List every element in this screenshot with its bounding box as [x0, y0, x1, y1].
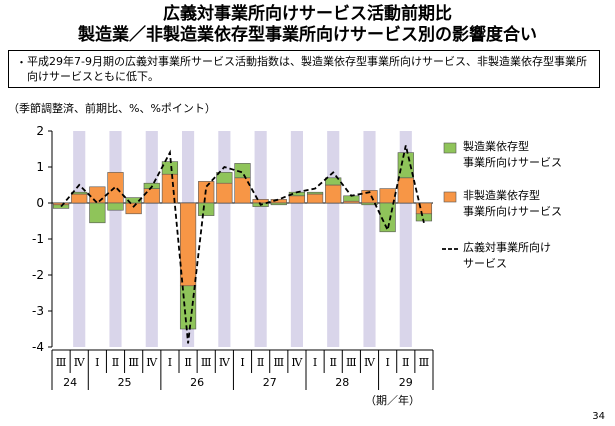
year-label: 24: [63, 376, 77, 389]
bar-non-manufacturing: [216, 182, 233, 204]
year-label: 28: [335, 376, 349, 389]
bar-manufacturing: [198, 202, 215, 216]
bar-manufacturing: [270, 202, 287, 206]
year-label: 25: [118, 376, 132, 389]
bar-non-manufacturing: [306, 193, 324, 204]
shade-band: [218, 131, 231, 347]
quarter-label: Ⅱ: [257, 356, 264, 369]
bar-non-manufacturing: [179, 202, 197, 287]
quarter-label: Ⅲ: [128, 356, 139, 369]
quarter-label: Ⅳ: [74, 356, 86, 369]
bar-manufacturing: [179, 285, 197, 330]
shade-band: [363, 131, 376, 347]
year-label: 29: [399, 376, 413, 389]
y-tick-label: 2: [36, 124, 44, 138]
quarter-label: Ⅳ: [219, 356, 231, 369]
bar-manufacturing: [234, 163, 251, 179]
summary-text: 平成29年7-9月期の広義対事業所サービス活動指数は、製造業依存型事業所向けサー…: [27, 55, 587, 83]
quarter-label: Ⅰ: [168, 356, 172, 369]
y-tick-label: -4: [32, 340, 44, 354]
bar-non-manufacturing: [397, 177, 414, 204]
shade-band: [327, 131, 340, 347]
bar-non-manufacturing: [71, 193, 88, 204]
quarter-label: Ⅲ: [346, 356, 357, 369]
chart-title-line1: 広義対事業所向けサービス活動前期比: [163, 4, 452, 24]
quarter-label: Ⅱ: [112, 356, 119, 369]
bar-non-manufacturing: [415, 202, 433, 215]
bar-non-manufacturing: [107, 172, 124, 204]
shade-band: [109, 131, 122, 347]
quarter-label: Ⅲ: [56, 356, 67, 369]
legend-label-manufacturing: 製造業依存型 事業所向けサービス: [463, 140, 562, 169]
y-tick-label: -1: [32, 232, 44, 246]
period-unit-label: （期／年）: [365, 394, 420, 407]
bar-manufacturing: [325, 177, 342, 186]
quarter-label: Ⅰ: [240, 356, 244, 369]
bar-manufacturing: [361, 202, 378, 206]
quarter-label: Ⅱ: [402, 356, 409, 369]
bar-non-manufacturing: [125, 202, 142, 215]
y-tick-label: -3: [32, 304, 44, 318]
bar-non-manufacturing: [288, 195, 306, 204]
shade-band: [254, 131, 267, 347]
bar-manufacturing: [89, 202, 106, 224]
bullet-marker: ・: [16, 56, 27, 69]
quarter-label: Ⅲ: [201, 356, 212, 369]
shade-band: [73, 131, 86, 347]
bar-non-manufacturing: [89, 186, 106, 204]
quarter-label: Ⅲ: [419, 356, 430, 369]
year-label: 27: [263, 376, 277, 389]
quarter-label: Ⅳ: [146, 356, 158, 369]
y-tick-label: 1: [36, 160, 44, 174]
shade-band: [290, 131, 303, 347]
bar-manufacturing: [216, 172, 233, 184]
legend-swatch-non-manufacturing: [443, 191, 457, 203]
quarter-label: Ⅲ: [273, 356, 284, 369]
quarter-label: Ⅰ: [385, 356, 389, 369]
bar-non-manufacturing: [161, 173, 179, 204]
chart-title-line2: 製造業／非製造業依存型事業所向けサービス別の影響度合い: [78, 25, 537, 45]
y-tick-label: -2: [32, 268, 44, 282]
bar-non-manufacturing: [143, 188, 160, 204]
y-tick-label: 0: [36, 196, 44, 210]
legend-label-total: 広義対事業所向け サービス: [463, 241, 551, 270]
bar-manufacturing: [107, 202, 124, 211]
unit-label: （季節調整済、前期比、%、%ポイント）: [8, 102, 216, 115]
bar-manufacturing: [306, 191, 324, 195]
bar-manufacturing: [125, 197, 142, 204]
quarter-label: Ⅰ: [313, 356, 317, 369]
quarter-label: Ⅳ: [364, 356, 376, 369]
quarter-label: Ⅱ: [329, 356, 336, 369]
bar-non-manufacturing: [270, 199, 287, 204]
quarter-label: Ⅱ: [184, 356, 191, 369]
page-number: 34: [592, 411, 605, 422]
legend-swatch-manufacturing: [443, 142, 457, 154]
year-label: 26: [190, 376, 204, 389]
legend-label-non-manufacturing: 非製造業依存型 事業所向けサービス: [463, 189, 562, 218]
bar-manufacturing: [161, 161, 179, 175]
summary-box: ・ 平成29年7-9月期の広義対事業所サービス活動指数は、製造業依存型事業所向け…: [8, 50, 600, 88]
quarter-label: Ⅰ: [95, 356, 99, 369]
shade-band: [145, 131, 158, 347]
quarter-label: Ⅳ: [291, 356, 303, 369]
bar-non-manufacturing: [325, 184, 342, 204]
